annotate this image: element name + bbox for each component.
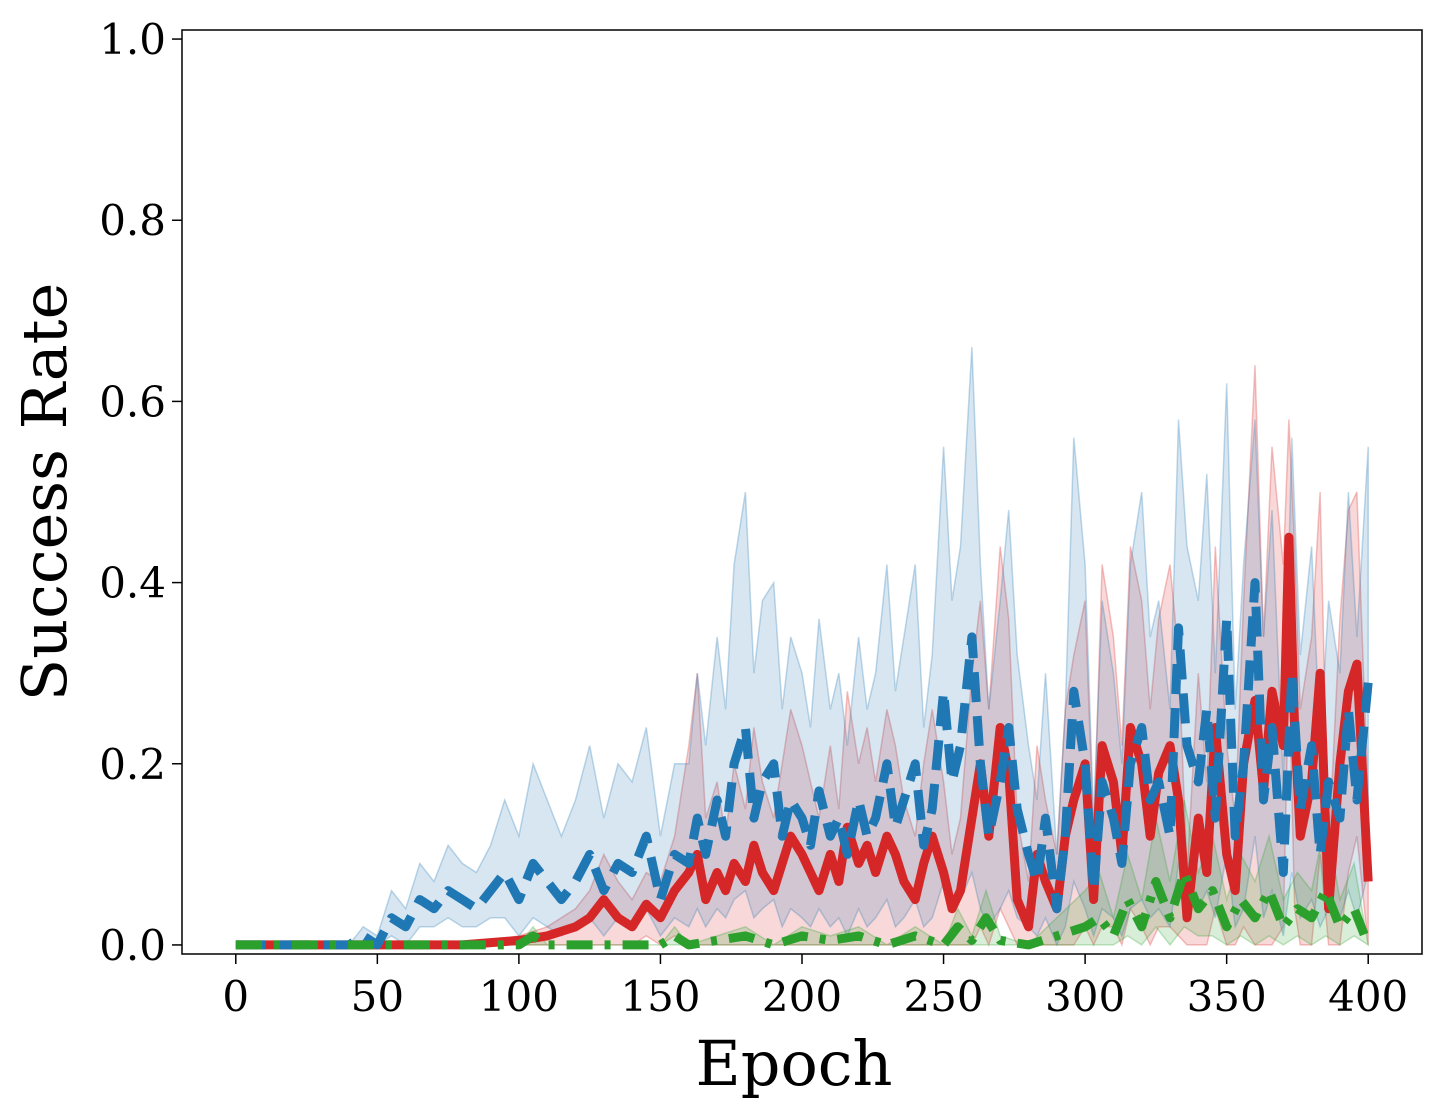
x-tick-label: 300 [1045,972,1125,1021]
series-lines [235,532,1373,950]
series-0-mean-line [235,532,1373,950]
y-tick-label: 1.0 [99,15,166,64]
y-tick-label: 0.0 [99,921,166,970]
y-tick-label: 0.2 [99,740,166,789]
x-tick-label: 0 [222,972,249,1021]
y-axis-title: Success Rate [8,283,81,702]
x-tick-label: 100 [479,972,559,1021]
x-axis-ticks: 0 50 100 150 200 250 300 350 400 [222,954,1408,1021]
series-1-mean-line [235,578,1373,950]
y-tick-label: 0.8 [99,196,166,245]
y-tick-label: 0.4 [99,559,166,608]
series-2-mean-line [235,868,1373,950]
x-tick-label: 250 [903,972,983,1021]
x-tick-label: 50 [351,972,404,1021]
x-tick-label: 150 [620,972,700,1021]
x-tick-label: 400 [1328,972,1408,1021]
x-tick-label: 350 [1187,972,1267,1021]
x-tick-label: 200 [762,972,842,1021]
y-axis-ticks: 0.0 0.2 0.4 0.6 0.8 1.0 [99,15,182,970]
y-tick-label: 0.6 [99,377,166,426]
x-axis-title: Epoch [696,1027,893,1100]
